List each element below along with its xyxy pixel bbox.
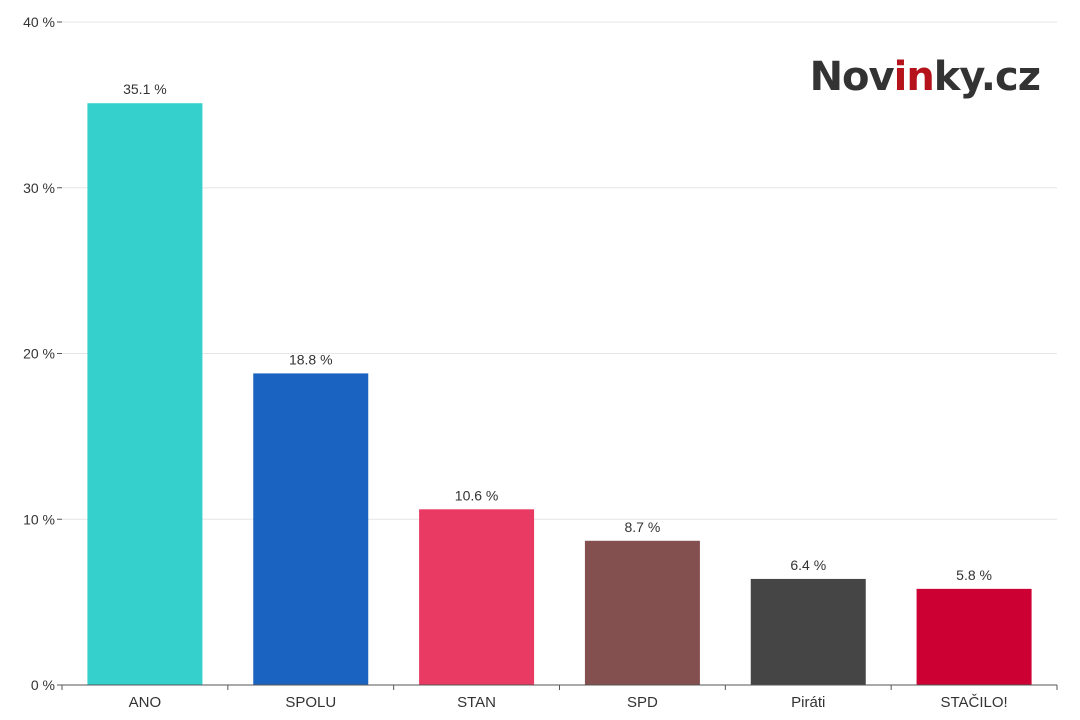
data-label: 8.7 % xyxy=(625,519,661,535)
y-tick-label: 10 % xyxy=(23,511,55,527)
x-category-label: SPD xyxy=(627,694,658,711)
y-axis-ticks: 0 % 10 % 20 % 30 % 40 % xyxy=(23,14,62,693)
bar-spolu xyxy=(253,373,369,685)
y-tick-label: 40 % xyxy=(23,14,55,30)
brand-logo-prefix: Nov xyxy=(810,54,895,100)
bar-pirti xyxy=(750,578,866,685)
bar-stailo xyxy=(916,588,1032,685)
y-tick-label: 30 % xyxy=(23,180,55,196)
data-labels: 35.1 % 18.8 % 10.6 % 8.7 % 6.4 % 5.8 % xyxy=(123,81,992,583)
y-tick-label: 0 % xyxy=(31,677,55,693)
bar-stan xyxy=(419,509,535,685)
brand-logo-suffix: ky.cz xyxy=(934,54,1040,100)
bar-spd xyxy=(584,540,700,685)
y-tick-label: 20 % xyxy=(23,346,55,362)
data-label: 10.6 % xyxy=(455,487,499,503)
data-label: 5.8 % xyxy=(956,567,992,583)
x-category-label: ANO xyxy=(129,694,162,711)
x-category-label: SPOLU xyxy=(285,694,336,711)
x-category-label: STAN xyxy=(457,694,496,711)
x-category-label: STAČILO! xyxy=(940,694,1007,711)
x-axis: ANO SPOLU STAN SPD Piráti STAČILO! xyxy=(61,684,1058,711)
gridlines xyxy=(62,21,1057,520)
x-category-label: Piráti xyxy=(791,694,825,711)
brand-logo: Novinky.cz xyxy=(810,54,1040,100)
bar-ano xyxy=(87,103,203,685)
data-label: 6.4 % xyxy=(790,557,826,573)
bars xyxy=(87,103,1032,685)
brand-logo-highlight: in xyxy=(894,54,934,100)
data-label: 35.1 % xyxy=(123,81,167,97)
data-label: 18.8 % xyxy=(289,351,333,367)
